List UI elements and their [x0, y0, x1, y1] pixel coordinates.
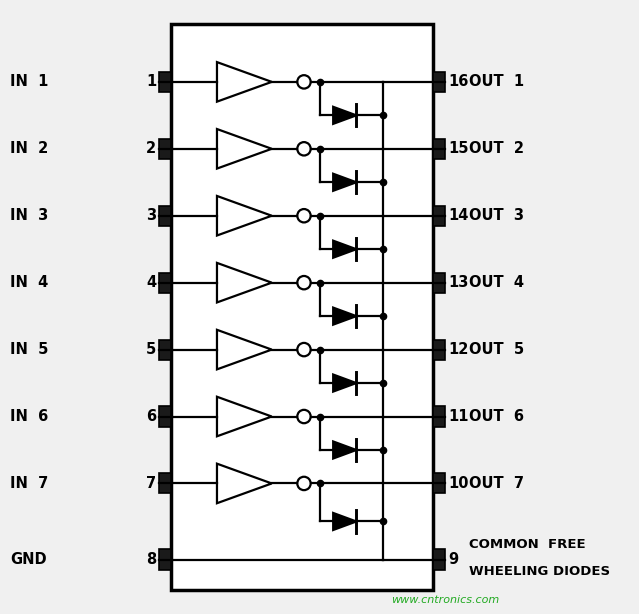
Bar [433, 273, 445, 293]
Text: 15: 15 [448, 141, 468, 157]
Bar [159, 72, 171, 92]
Text: 7: 7 [146, 476, 156, 491]
Text: OUT  5: OUT 5 [470, 342, 525, 357]
Text: OUT  4: OUT 4 [470, 275, 525, 290]
Text: OUT  3: OUT 3 [470, 208, 525, 223]
Text: 11: 11 [448, 409, 468, 424]
Text: 8: 8 [146, 552, 156, 567]
Bar [159, 273, 171, 293]
Text: 13: 13 [448, 275, 468, 290]
Text: IN  7: IN 7 [10, 476, 49, 491]
Text: 2: 2 [146, 141, 156, 157]
Text: OUT  7: OUT 7 [470, 476, 525, 491]
Text: OUT  2: OUT 2 [470, 141, 525, 157]
Text: IN  4: IN 4 [10, 275, 49, 290]
Bar [433, 406, 445, 427]
Bar [433, 473, 445, 494]
Bar [433, 139, 445, 159]
Bar [159, 550, 171, 570]
Text: 14: 14 [448, 208, 468, 223]
Polygon shape [333, 375, 357, 392]
Text: 9: 9 [448, 552, 458, 567]
Polygon shape [333, 441, 357, 459]
Text: 10: 10 [448, 476, 468, 491]
Text: 12: 12 [448, 342, 468, 357]
Bar [433, 72, 445, 92]
Polygon shape [333, 174, 357, 191]
Text: WHEELING DIODES: WHEELING DIODES [470, 565, 611, 578]
Text: 1: 1 [146, 74, 156, 90]
Bar [433, 550, 445, 570]
Bar [171, 24, 433, 590]
Text: 16: 16 [448, 74, 468, 90]
Bar [159, 406, 171, 427]
Text: IN  1: IN 1 [10, 74, 49, 90]
Polygon shape [333, 308, 357, 325]
Text: OUT  1: OUT 1 [470, 74, 525, 90]
Text: 3: 3 [146, 208, 156, 223]
Text: 5: 5 [146, 342, 156, 357]
Bar [433, 206, 445, 226]
Polygon shape [333, 107, 357, 124]
Text: COMMON  FREE: COMMON FREE [470, 538, 586, 551]
Text: www.cntronics.com: www.cntronics.com [391, 595, 499, 605]
Bar [159, 206, 171, 226]
Bar [159, 340, 171, 360]
Text: IN  5: IN 5 [10, 342, 49, 357]
Text: IN  3: IN 3 [10, 208, 49, 223]
Bar [159, 473, 171, 494]
Text: IN  6: IN 6 [10, 409, 49, 424]
Text: GND: GND [10, 552, 47, 567]
Bar [433, 340, 445, 360]
Bar [159, 139, 171, 159]
Polygon shape [333, 513, 357, 530]
Text: IN  2: IN 2 [10, 141, 49, 157]
Polygon shape [333, 241, 357, 258]
Text: 4: 4 [146, 275, 156, 290]
Text: 6: 6 [146, 409, 156, 424]
Text: OUT  6: OUT 6 [470, 409, 525, 424]
